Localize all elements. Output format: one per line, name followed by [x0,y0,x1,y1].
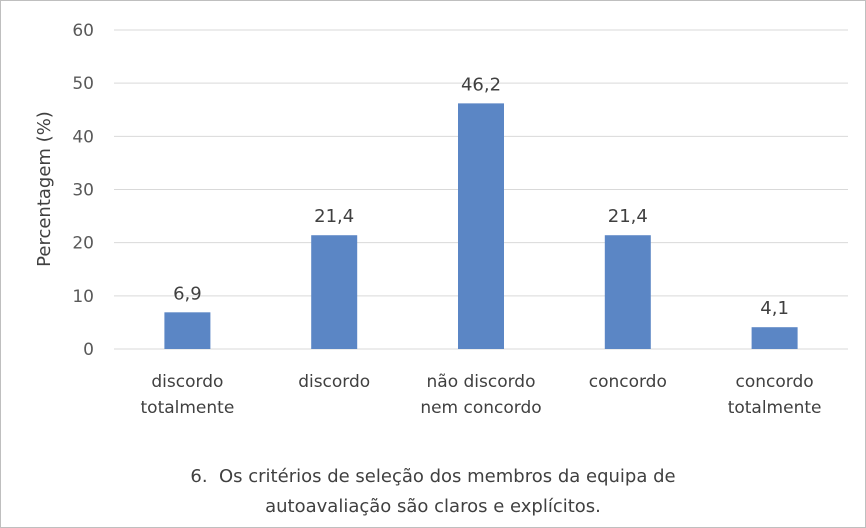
bar-chart: 0 10 20 30 40 50 60 6,9 21,4 46,2 21,4 4,1 discord… [34,21,848,418]
chart-caption: 6. Os critérios de seleção dos membros d… [0,462,866,522]
category-label: totalmente [141,398,235,418]
y-tick-label: 30 [72,181,94,201]
category-label: concordo [736,372,814,392]
data-label: 46,2 [461,74,501,95]
bar [751,327,798,349]
y-tick-label: 60 [72,21,94,41]
y-axis-ticks: 0 10 20 30 40 50 60 [72,21,94,360]
data-labels: 6,9 21,4 46,2 21,4 4,1 [173,74,789,319]
data-label: 21,4 [608,206,648,227]
caption-line-1: 6. Os critérios de seleção dos membros d… [190,466,676,487]
data-label: 4,1 [760,298,789,319]
category-label: totalmente [728,398,822,418]
bar [311,235,358,349]
y-tick-label: 50 [72,74,94,94]
category-label: discordo [298,372,370,392]
bar [604,235,651,349]
y-tick-label: 0 [83,340,94,360]
data-label: 21,4 [314,206,354,227]
category-label: nem concordo [420,398,541,418]
y-tick-label: 20 [72,234,94,254]
bar [458,103,504,350]
caption-line-2: autoavaliação são claros e explícitos. [265,496,601,517]
category-label: não discordo [427,372,536,392]
category-label: discordo [151,372,223,392]
bar [164,312,211,349]
y-axis-label: Percentagem (%) [34,111,55,267]
y-tick-label: 40 [72,127,94,147]
bars [164,103,798,350]
category-label: concordo [589,372,667,392]
y-tick-label: 10 [72,287,94,307]
data-label: 6,9 [173,283,202,304]
category-labels: discordo totalmente discordo não discordo ne… [141,372,822,418]
